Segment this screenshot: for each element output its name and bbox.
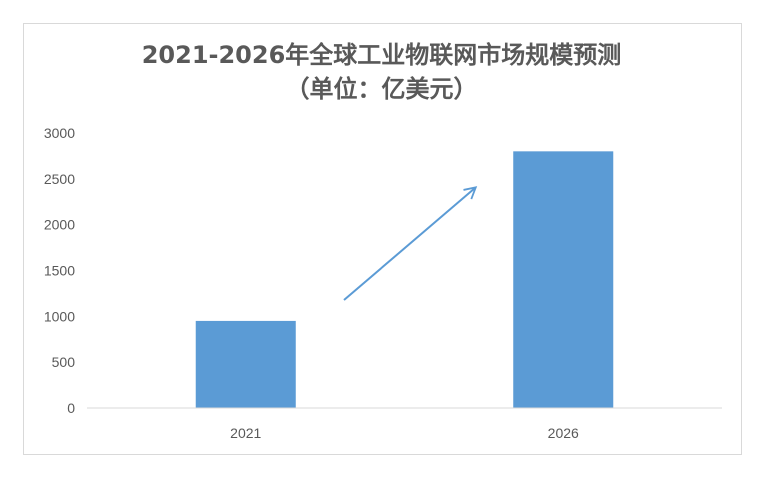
y-tick-label: 500	[52, 354, 76, 370]
bar-2026	[513, 151, 614, 409]
chart-subtitle: （单位：亿美元）	[285, 75, 478, 103]
bar-2021	[195, 320, 296, 408]
x-tick-label: 2021	[230, 425, 261, 441]
y-tick-label: 1000	[44, 308, 75, 324]
y-tick-label: 0	[67, 400, 75, 416]
y-tick-label: 1500	[44, 263, 75, 279]
y-tick-label: 2500	[44, 171, 75, 187]
bars	[195, 151, 614, 409]
chart-frame	[23, 23, 742, 455]
y-tick-label: 2000	[44, 217, 75, 233]
trend-arrow	[343, 186, 478, 301]
x-tick-label: 2026	[548, 425, 579, 441]
y-tick-label: 3000	[44, 125, 75, 141]
x-axis-ticks: 2021 2026	[230, 425, 579, 441]
chart-title: 2021-2026年全球工业物联网市场规模预测	[141, 41, 622, 69]
y-axis-ticks: 0 500 1000 1500 2000 2500 3000	[44, 125, 75, 416]
